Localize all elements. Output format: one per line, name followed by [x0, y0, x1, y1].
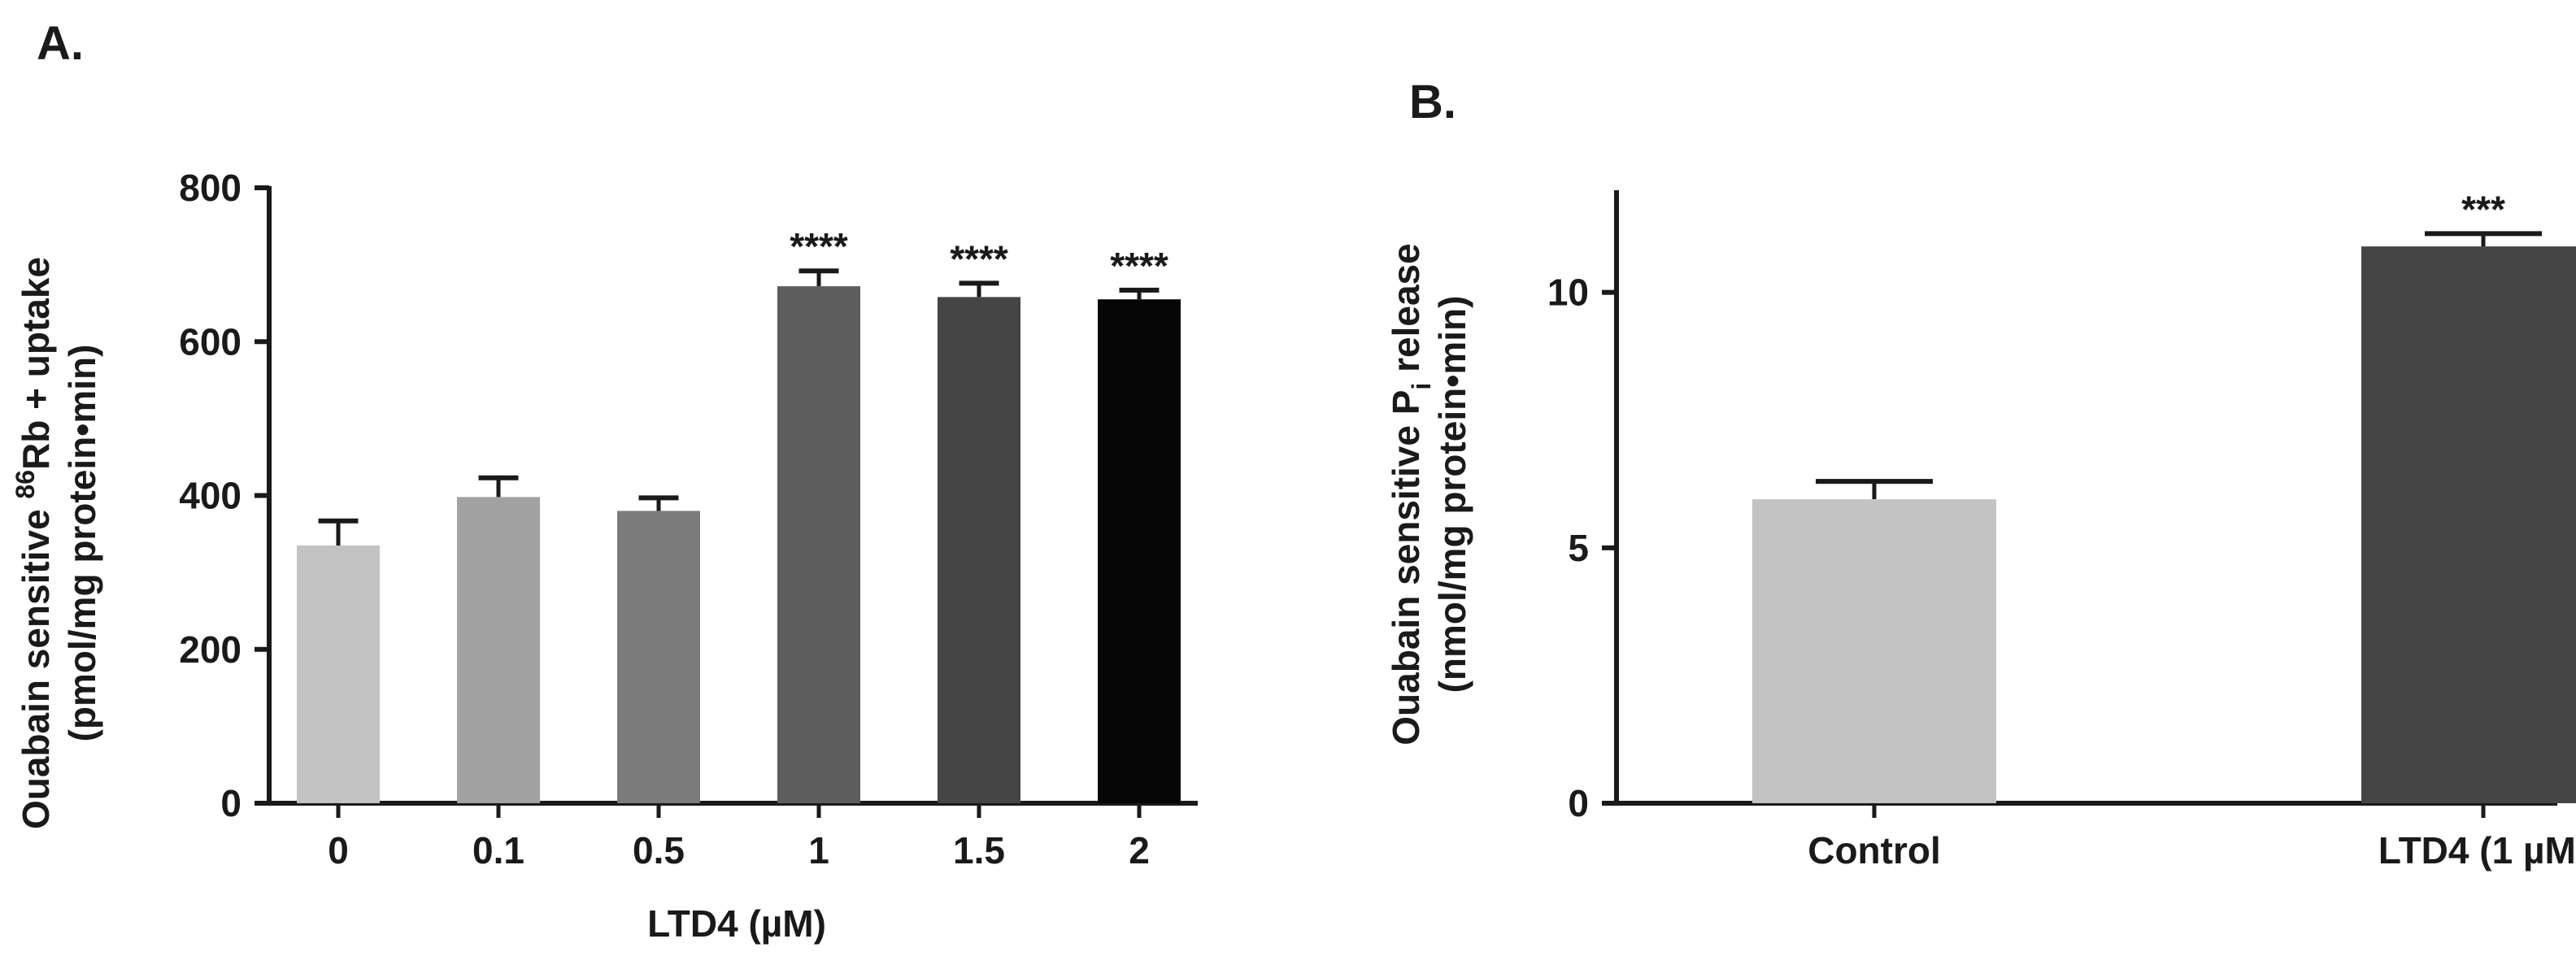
panel-b-x-ticks: Control LTD4 (1 µM) — [1808, 803, 2576, 872]
panel-a-x-tick-label: 1.5 — [953, 829, 1005, 872]
bar — [1752, 499, 1996, 803]
panel-b-y-ticks: 0 5 10 — [1547, 272, 1617, 824]
bar — [617, 511, 700, 803]
panel-a-y-ticks: 0 200 400 600 800 — [179, 167, 269, 824]
bar — [2361, 246, 2576, 803]
bar — [297, 546, 380, 803]
panel-b-y-axis-title: Ouabain sensitive Pi release (nmol/mg pr… — [1385, 243, 1473, 745]
panel-b-y-tick-label: 5 — [1568, 527, 1589, 569]
panel-b-x-tick-label: LTD4 (1 µM) — [2378, 829, 2576, 872]
panel-a-y-axis-title-line2: (pmol/mg protein•min) — [61, 345, 103, 742]
significance-label: **** — [950, 237, 1008, 280]
panel-b-label: B. — [1409, 76, 1456, 128]
panel-b-x-tick-label: Control — [1808, 829, 1941, 872]
panel-b-y-axis-title-line1: Ouabain sensitive Pi release — [1385, 243, 1436, 745]
panel-a-y-tick-label: 400 — [179, 475, 242, 517]
panel-a-y-tick-label: 200 — [179, 628, 242, 671]
panel-b-bars: *** — [1752, 188, 2576, 803]
panel-a-x-ticks: 0 0.1 0.5 1 1.5 2 — [328, 803, 1150, 872]
panel-b: B. Ouabain sensitive Pi release (nmol/mg… — [1385, 76, 2576, 872]
panel-a-y-tick-label: 800 — [179, 167, 242, 209]
panel-a-y-axis-title-line1: Ouabain sensitive 86Rb + uptake — [11, 257, 57, 829]
bar — [1098, 299, 1181, 803]
bar — [777, 286, 860, 803]
panel-a-y-tick-label: 0 — [220, 782, 242, 824]
panel-a-y-tick-label: 600 — [179, 320, 242, 363]
panel-a: A. Ouabain sensitive 86Rb + uptake (pmol… — [11, 17, 1198, 945]
panel-b-y-tick-label: 10 — [1547, 272, 1589, 314]
significance-label: **** — [1110, 245, 1168, 287]
panel-a-y-axis-title: Ouabain sensitive 86Rb + uptake (pmol/mg… — [11, 257, 103, 829]
panel-a-x-tick-label: 0.5 — [633, 829, 685, 872]
bar — [938, 297, 1020, 803]
panel-a-x-tick-label: 0.1 — [472, 829, 524, 872]
panel-b-y-tick-label: 0 — [1568, 782, 1589, 824]
panel-a-x-tick-label: 1 — [808, 829, 829, 872]
panel-a-x-axis-title: LTD4 (µM) — [647, 902, 826, 945]
panel-a-label: A. — [37, 17, 84, 70]
bar — [457, 497, 540, 803]
panel-b-y-axis-title-line2: (nmol/mg protein•min) — [1431, 296, 1473, 693]
panel-a-x-tick-label: 0 — [328, 829, 349, 872]
panel-a-bars: **** **** **** — [297, 225, 1181, 803]
significance-label: **** — [790, 225, 848, 267]
panel-a-x-tick-label: 2 — [1129, 829, 1150, 872]
significance-label: *** — [2461, 188, 2505, 230]
